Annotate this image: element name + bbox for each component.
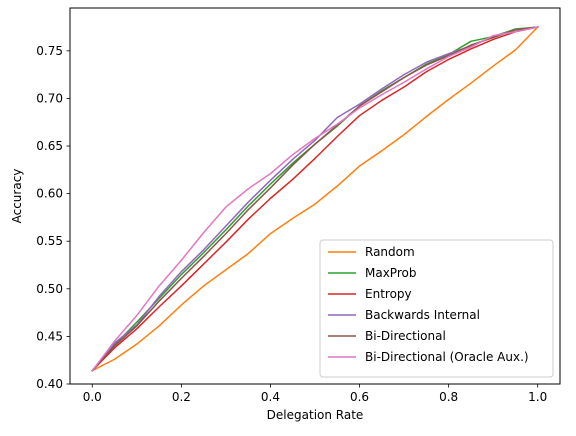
legend-label-2: Entropy [365, 287, 412, 301]
legend-label-3: Backwards Internal [365, 308, 480, 322]
x-tick-label: 0.4 [261, 390, 280, 404]
y-tick-label: 0.40 [36, 377, 63, 391]
y-axis-label: Accuracy [10, 169, 24, 224]
y-tick-label: 0.70 [36, 91, 63, 105]
legend-label-4: Bi-Directional [365, 329, 446, 343]
y-tick-label: 0.55 [36, 234, 63, 248]
y-axis: 0.40 0.45 0.50 0.55 0.60 0.65 0.70 0.75 [36, 44, 70, 391]
y-tick-label: 0.75 [36, 44, 63, 58]
x-axis: 0.0 0.2 0.4 0.6 0.8 1.0 [83, 384, 547, 404]
series-line-2 [91, 26, 539, 372]
legend: Random MaxProb Entropy Backwards Internal Bi… [319, 239, 554, 378]
y-tick-label: 0.60 [36, 187, 63, 201]
x-tick-label: 0.8 [439, 390, 458, 404]
series-layer [91, 25, 539, 372]
plot-frame [69, 7, 561, 385]
x-tick-label: 1.0 [528, 390, 547, 404]
series-line-0 [91, 25, 539, 372]
y-tick-label: 0.65 [36, 139, 63, 153]
legend-label-0: Random [365, 245, 415, 259]
series-line-4 [91, 26, 539, 372]
series-line-5 [91, 26, 539, 372]
legend-box [319, 239, 554, 378]
x-tick-label: 0.6 [350, 390, 369, 404]
x-tick-label: 0.0 [83, 390, 102, 404]
legend-label-5: Bi-Directional (Oracle Aux.) [365, 350, 529, 364]
y-tick-label: 0.50 [36, 282, 63, 296]
legend-label-1: MaxProb [365, 266, 416, 280]
x-axis-label: Delegation Rate [267, 408, 364, 422]
x-tick-label: 0.2 [172, 390, 191, 404]
y-tick-label: 0.45 [36, 329, 63, 343]
